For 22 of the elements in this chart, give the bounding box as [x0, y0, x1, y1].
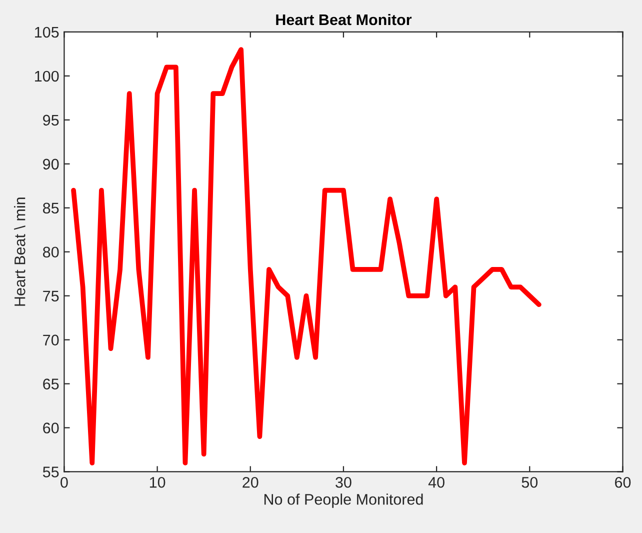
y-tick-label: 55: [42, 466, 59, 478]
y-tick-label: 60: [43, 422, 59, 434]
y-axis-title: Heart Beat \ min: [14, 198, 26, 306]
y-tick-label: 90: [43, 158, 59, 170]
chart-title: Heart Beat Monitor: [276, 14, 412, 26]
x-tick-label: 50: [522, 476, 538, 488]
y-tick-label: 100: [35, 70, 59, 82]
y-tick-label: 65: [43, 378, 59, 390]
x-tick-label: 40: [428, 476, 444, 488]
x-tick-label: 0: [60, 476, 68, 488]
line-series: [71, 47, 542, 466]
x-tick-label: 10: [150, 476, 166, 488]
y-tick-label: 75: [43, 290, 59, 302]
y-tick-label: 105: [35, 26, 59, 38]
x-tick-label: 60: [615, 476, 631, 488]
y-tick-label: 85: [43, 202, 59, 214]
y-tick-label: 95: [43, 114, 59, 126]
y-tick-label: 70: [43, 334, 59, 346]
y-tick-label: 80: [43, 246, 59, 258]
x-tick-label: 30: [336, 476, 352, 488]
x-axis-title: No of People Monitored: [264, 494, 423, 508]
x-tick-label: 20: [242, 476, 258, 488]
